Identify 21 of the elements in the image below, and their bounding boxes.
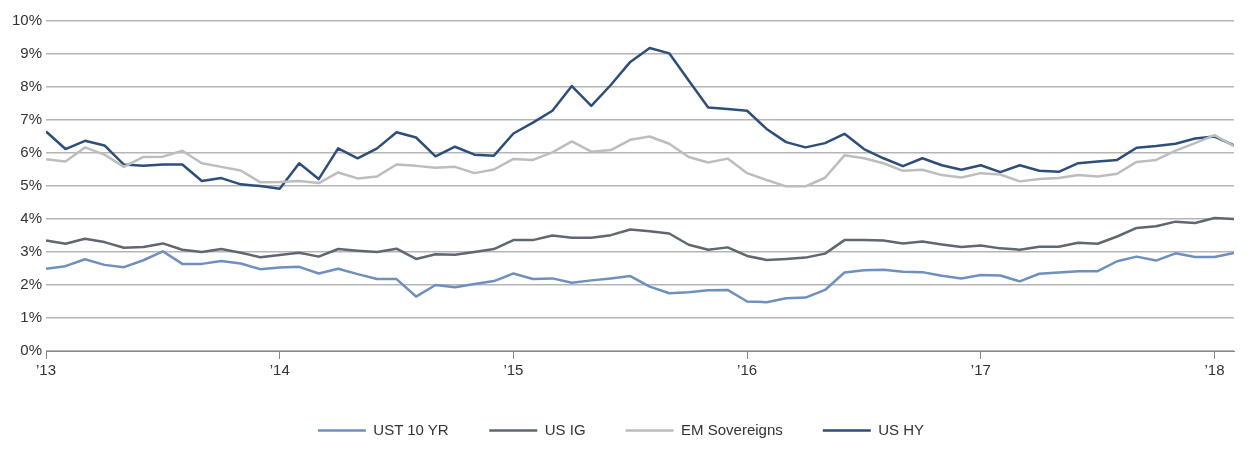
y-tick-label: 0%: [20, 341, 43, 359]
legend-label: EM Sovereigns: [681, 420, 783, 438]
x-tick-label: ’15: [503, 361, 524, 379]
x-tick-label: ’17: [970, 361, 991, 379]
y-tick-label: 9%: [20, 44, 43, 62]
y-tick-label: 8%: [20, 77, 43, 95]
y-tick-label: 1%: [20, 308, 43, 326]
y-tick-label: 6%: [20, 143, 43, 161]
legend-label: US IG: [544, 420, 586, 438]
x-tick-label: ’18: [1204, 361, 1225, 379]
x-tick-label: ’14: [269, 361, 290, 379]
y-tick-label: 4%: [20, 209, 43, 227]
y-tick-label: 2%: [20, 275, 43, 293]
y-tick-label: 5%: [20, 176, 43, 194]
legend-label: UST 10 YR: [373, 420, 449, 438]
x-tick-label: ’16: [737, 361, 758, 379]
y-tick-label: 3%: [20, 242, 43, 260]
y-tick-label: 10%: [11, 11, 43, 29]
y-tick-label: 7%: [20, 110, 43, 128]
legend-label: US HY: [878, 420, 925, 438]
x-tick-label: ’13: [36, 361, 57, 379]
